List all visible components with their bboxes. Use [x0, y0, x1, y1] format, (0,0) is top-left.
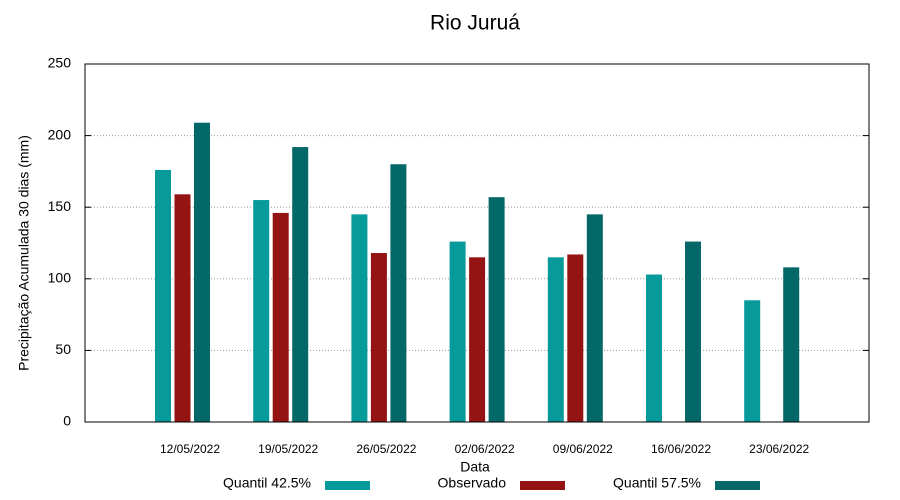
- x-tick-label: 19/05/2022: [258, 442, 318, 456]
- x-tick-label: 09/06/2022: [553, 442, 613, 456]
- x-axis-label: Data: [460, 459, 490, 475]
- y-tick-label: 250: [48, 55, 72, 71]
- bar: [744, 300, 761, 422]
- bar: [685, 241, 701, 422]
- bar: [370, 253, 387, 422]
- x-tick-label: 16/06/2022: [651, 442, 711, 456]
- plot-frame: [84, 63, 870, 423]
- legend: Quantil 42.5% Observado Quantil 57.5%: [223, 475, 760, 491]
- bar: [646, 274, 662, 422]
- legend-swatch: [325, 481, 370, 490]
- bar: [174, 194, 191, 422]
- bar: [390, 164, 407, 423]
- bar: [449, 241, 466, 422]
- bar: [272, 212, 289, 422]
- y-tick-label: 150: [48, 198, 72, 214]
- bar: [547, 257, 564, 422]
- x-tick-label: 12/05/2022: [160, 442, 220, 456]
- legend-swatch: [520, 481, 565, 490]
- y-axis-label: Precipitação Acumulada 30 dias (mm): [16, 135, 32, 371]
- bar: [194, 122, 210, 422]
- x-tick-label: 02/06/2022: [455, 442, 515, 456]
- bar: [292, 147, 309, 422]
- bar: [783, 267, 800, 422]
- chart-title: Rio Juruá: [430, 12, 520, 35]
- legend-swatch: [715, 481, 760, 490]
- bar: [567, 254, 584, 422]
- bar: [586, 214, 603, 422]
- bar: [469, 257, 486, 422]
- x-tick-label: 23/06/2022: [749, 442, 809, 456]
- y-tick-label: 0: [63, 413, 71, 429]
- bar: [488, 197, 505, 422]
- bar: [155, 169, 171, 422]
- y-tick-label: 200: [48, 126, 72, 142]
- bar: [351, 214, 368, 422]
- bars: [155, 122, 800, 423]
- legend-label: Quantil 42.5%: [223, 475, 311, 491]
- legend-label: Observado: [438, 475, 507, 491]
- legend-label: Quantil 57.5%: [613, 475, 701, 491]
- bar: [253, 200, 270, 422]
- y-tick-label: 50: [55, 341, 71, 357]
- y-tick-label: 100: [48, 270, 72, 286]
- x-tick-label: 26/05/2022: [356, 442, 416, 456]
